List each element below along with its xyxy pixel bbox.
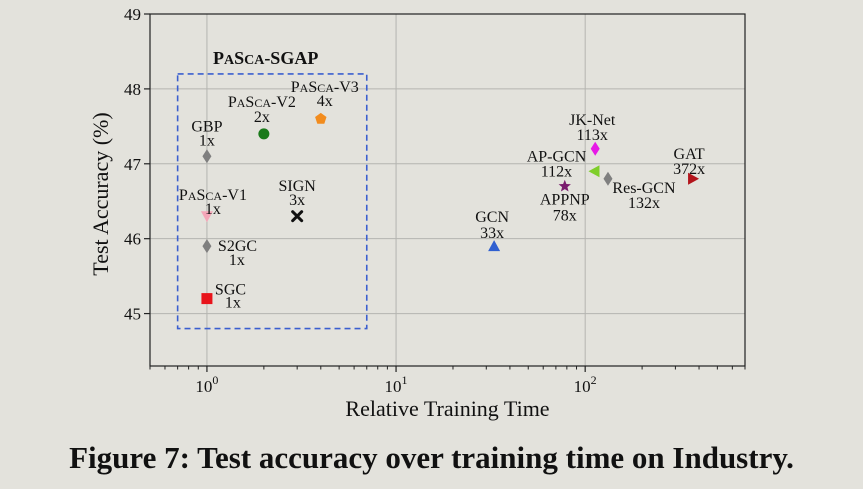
label-appnp: APPNP	[540, 191, 590, 208]
label-jk-net: JK-Net	[569, 112, 616, 129]
y-tick-label: 47	[124, 155, 142, 174]
marker-s2gc	[202, 239, 212, 254]
group-title: PASCA-SGAP	[213, 48, 318, 68]
marker-gcn	[488, 240, 501, 252]
marker-pasca-v1	[200, 211, 213, 223]
x-tick-label: 101	[385, 373, 408, 396]
label-gbp: GBP	[191, 118, 222, 135]
label-pasca-v3: PASCA-V3	[291, 79, 359, 96]
y-tick-label: 49	[124, 5, 141, 24]
x-axis-title: Relative Training Time	[345, 396, 549, 421]
label-pasca-v1: PASCA-V1	[179, 187, 247, 204]
speed-sgc: 1x	[225, 295, 241, 312]
speed-ap-gcn: 112x	[541, 163, 572, 180]
y-tick-label: 46	[124, 230, 141, 249]
speed-pasca-v2: 2x	[254, 109, 270, 126]
label-sgc: SGC	[215, 282, 246, 299]
x-tick-label: 100	[195, 373, 218, 396]
label-gcn: GCN	[475, 209, 509, 226]
speed-sign: 3x	[289, 192, 305, 209]
speed-pasca-v1: 1x	[205, 201, 221, 218]
marker-gbp	[202, 149, 212, 164]
group-box	[176, 73, 368, 330]
speed-jk-net: 113x	[577, 127, 608, 144]
speed-gat: 372x	[673, 161, 705, 178]
marker-ap-gcn	[588, 165, 600, 178]
plot-area	[150, 14, 745, 366]
speed-s2gc: 1x	[229, 252, 245, 269]
speed-res-gcn: 132x	[628, 195, 660, 212]
speed-gbp: 1x	[199, 132, 215, 149]
y-axis-title: Test Accuracy (%)	[88, 112, 113, 275]
label-pasca-v2: PASCA-V2	[228, 94, 296, 111]
marker-res-gcn	[603, 171, 613, 186]
label-gat: GAT	[674, 146, 705, 163]
marker-jk-net	[590, 141, 600, 156]
speed-gcn: 33x	[480, 225, 504, 242]
speed-appnp: 78x	[553, 207, 577, 224]
marker-pasca-v2	[258, 128, 270, 140]
label-s2gc: S2GC	[218, 238, 257, 255]
marker-appnp	[558, 179, 571, 192]
marker-pasca-v3	[315, 112, 327, 124]
axes-frame	[149, 13, 746, 367]
figure-caption: Figure 7: Test accuracy over training ti…	[69, 440, 794, 475]
y-tick-label: 48	[124, 80, 141, 99]
y-tick-label: 45	[124, 305, 141, 324]
label-ap-gcn: AP-GCN	[527, 148, 587, 165]
scatter-chart: 100 101 102 45 46 47 48 49 Relative Training Tim…	[88, 5, 746, 421]
label-sign: SIGN	[278, 178, 316, 195]
marker-gat	[688, 172, 700, 185]
label-res-gcn: Res-GCN	[612, 180, 676, 197]
marker-sgc	[201, 293, 213, 305]
x-tick-label: 102	[574, 373, 597, 396]
marker-sign	[291, 210, 304, 223]
speed-pasca-v3: 4x	[317, 93, 333, 110]
